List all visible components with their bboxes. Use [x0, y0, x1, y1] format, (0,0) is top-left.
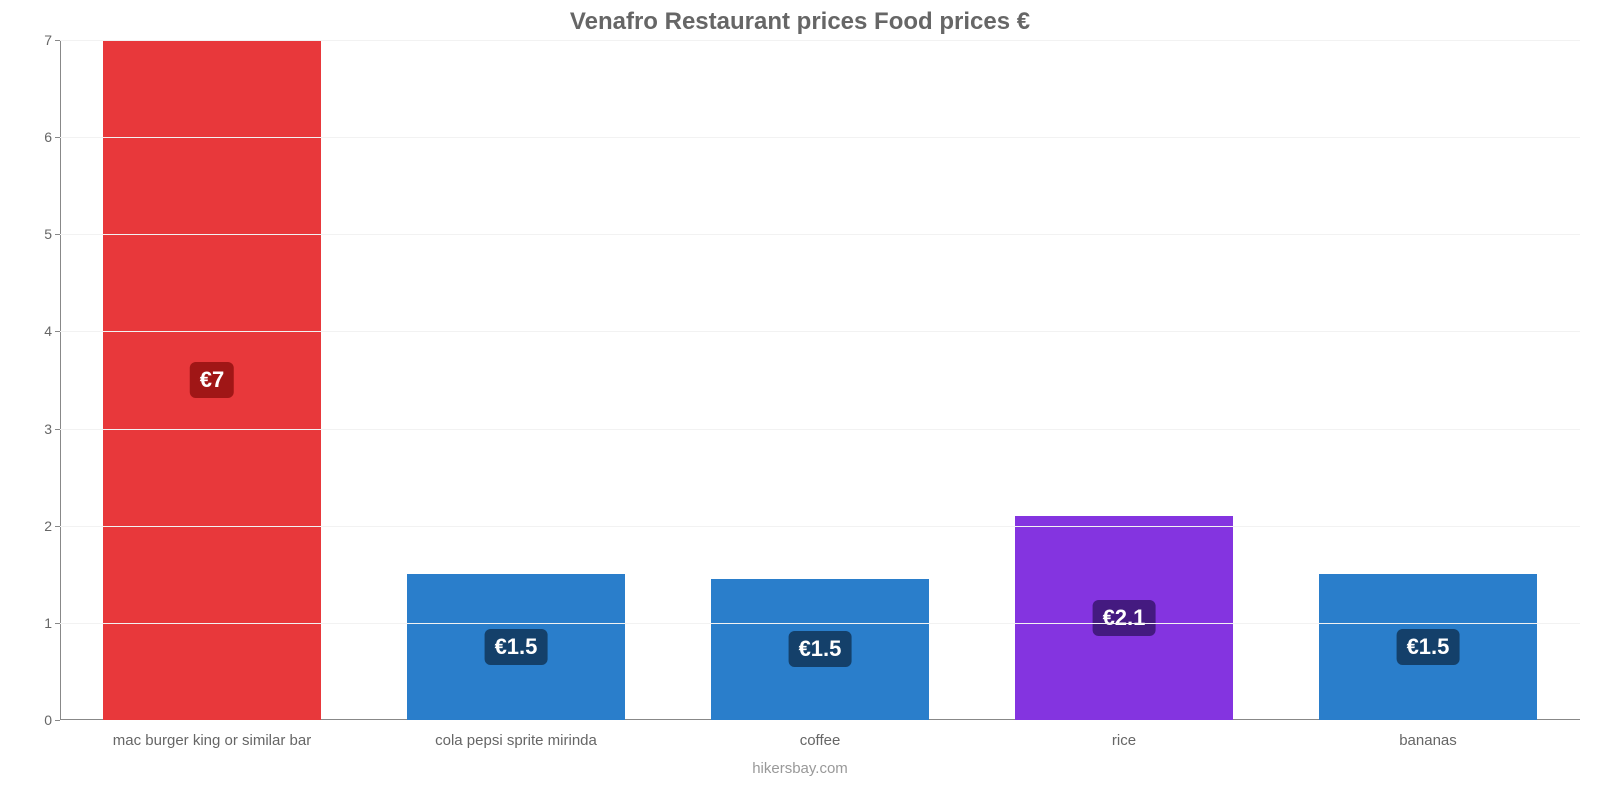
attribution-text: hikersbay.com [752, 760, 848, 777]
bar: €1.5 [407, 574, 626, 720]
y-tick-label: 3 [44, 421, 60, 437]
y-tick-label: 5 [44, 226, 60, 242]
y-tick-label: 1 [44, 615, 60, 631]
x-category-label: coffee [800, 720, 841, 749]
bar: €1.5 [711, 579, 930, 720]
y-tick-label: 4 [44, 323, 60, 339]
bar: €7 [103, 40, 322, 720]
gridline [60, 137, 1580, 138]
y-tick-label: 7 [44, 32, 60, 48]
x-category-label: bananas [1399, 720, 1457, 749]
gridline [60, 623, 1580, 624]
x-category-label: cola pepsi sprite mirinda [435, 720, 597, 749]
chart-container: Venafro Restaurant prices Food prices € … [0, 0, 1600, 800]
bars-layer: €7 €1.5 €1.5 €2.1 €1.5 [60, 40, 1580, 720]
x-category-label: mac burger king or similar bar [113, 720, 311, 749]
gridline [60, 526, 1580, 527]
bar: €1.5 [1319, 574, 1538, 720]
bar-value-badge: €1.5 [485, 629, 548, 665]
y-tick-label: 0 [44, 712, 60, 728]
gridline [60, 429, 1580, 430]
gridline [60, 40, 1580, 41]
chart-title: Venafro Restaurant prices Food prices € [0, 0, 1600, 36]
bar-value-badge: €7 [190, 362, 234, 398]
gridline [60, 234, 1580, 235]
bar-value-badge: €1.5 [1397, 629, 1460, 665]
gridline [60, 331, 1580, 332]
plot-area: €7€1.5€1.5€2.1€1.5 01234567mac burger ki… [60, 40, 1580, 720]
bar-value-badge: €2.1 [1093, 600, 1156, 636]
bar: €2.1 [1015, 516, 1234, 720]
bar-value-badge: €1.5 [789, 631, 852, 667]
y-tick-label: 6 [44, 129, 60, 145]
x-category-label: rice [1112, 720, 1136, 749]
y-tick-label: 2 [44, 518, 60, 534]
